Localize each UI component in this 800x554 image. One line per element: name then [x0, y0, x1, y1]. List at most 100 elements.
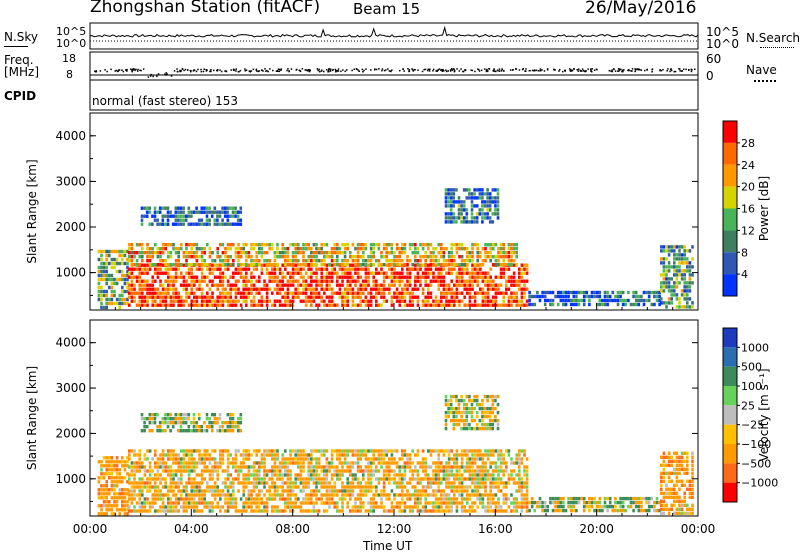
velocity-cell [216, 477, 219, 481]
power-cell [484, 291, 487, 295]
power-cell [447, 220, 450, 224]
power-cell [401, 243, 404, 247]
velocity-cell [427, 477, 430, 481]
power-cell [603, 290, 607, 295]
velocity-cell [429, 485, 433, 489]
velocity-cell [208, 485, 212, 489]
power-cell [497, 283, 500, 287]
velocity-cell [97, 480, 101, 484]
power-cell [621, 290, 625, 295]
power-cell [268, 275, 271, 279]
power-cell [156, 291, 160, 295]
power-cell [278, 251, 282, 255]
velocity-cell [250, 497, 253, 501]
velocity-cell [320, 485, 323, 489]
power-cell [354, 259, 357, 263]
power-cell [126, 261, 129, 266]
power-cell [673, 289, 676, 293]
power-cell [523, 291, 526, 295]
power-cell [463, 283, 466, 287]
velocity-cell [203, 449, 206, 453]
freq-point [244, 68, 246, 70]
power-cell [653, 294, 656, 299]
velocity-cell [198, 501, 201, 505]
power-cell [336, 271, 339, 275]
velocity-cell [185, 469, 188, 473]
velocity-cell [315, 461, 318, 465]
power-cell [291, 299, 295, 303]
velocity-cell [187, 493, 191, 497]
power-cell [632, 294, 635, 299]
power-cell [346, 259, 349, 263]
power-cell [135, 251, 139, 255]
velocity-cell [193, 493, 196, 497]
velocity-cell [146, 489, 149, 493]
power-cell [190, 275, 193, 279]
velocity-cell [460, 457, 464, 461]
power-cell [686, 269, 689, 273]
velocity-cell [385, 493, 388, 497]
velocity-cell [419, 481, 422, 485]
velocity-cell [206, 453, 209, 457]
power-cell [447, 216, 450, 220]
velocity-cell [351, 485, 355, 489]
power-cell [471, 247, 474, 251]
power-cell [263, 243, 266, 247]
power-cell [268, 287, 271, 291]
velocity-cell [286, 493, 290, 497]
power-cell [518, 287, 521, 291]
power-cell [219, 279, 222, 283]
power-cell [507, 255, 511, 259]
velocity-cell [154, 461, 157, 465]
velocity-cell [486, 505, 490, 509]
velocity-cell [375, 449, 378, 453]
velocity-cell [471, 501, 474, 505]
power-cell [278, 267, 282, 271]
power-cell [466, 283, 469, 287]
power-cell [346, 275, 349, 279]
power-cell [408, 243, 412, 247]
velocity-cell [304, 453, 308, 457]
power-cell [291, 243, 295, 247]
velocity-cell [102, 484, 106, 488]
power-cell [362, 263, 365, 267]
velocity-cell [276, 453, 279, 457]
power-cell [543, 298, 547, 303]
power-cell [143, 263, 147, 267]
power-cell [476, 279, 479, 283]
velocity-cell [286, 465, 290, 469]
power-cell [486, 279, 490, 283]
power-cell [665, 277, 668, 281]
power-cell [627, 290, 630, 295]
power-cell [307, 267, 310, 271]
velocity-cell [237, 449, 240, 453]
freq-point [152, 75, 154, 78]
velocity-cell [507, 449, 511, 453]
velocity-cell [367, 481, 370, 485]
power-cell [205, 210, 209, 214]
freq-point [132, 69, 134, 71]
velocity-cell [505, 461, 508, 465]
velocity-cell [458, 489, 461, 493]
velocity-cell [102, 464, 106, 468]
velocity-cell [252, 489, 256, 493]
velocity-cell [211, 505, 214, 509]
velocity-cell [200, 469, 204, 473]
freq-point [122, 70, 125, 73]
power-cell [187, 267, 191, 271]
power-cell [234, 206, 237, 210]
power-cell [424, 259, 427, 263]
power-cell [502, 247, 505, 251]
velocity-cell [307, 465, 310, 469]
power-cell [476, 263, 479, 267]
power-cell [377, 287, 381, 291]
freq-point [690, 68, 692, 71]
velocity-cell [414, 497, 417, 501]
velocity-cell [234, 469, 238, 473]
power-cell [320, 295, 323, 299]
power-cell [429, 243, 433, 247]
velocity-cell [445, 497, 448, 501]
power-cell [665, 257, 668, 261]
power-cell [665, 285, 668, 289]
freq-point [165, 72, 167, 74]
